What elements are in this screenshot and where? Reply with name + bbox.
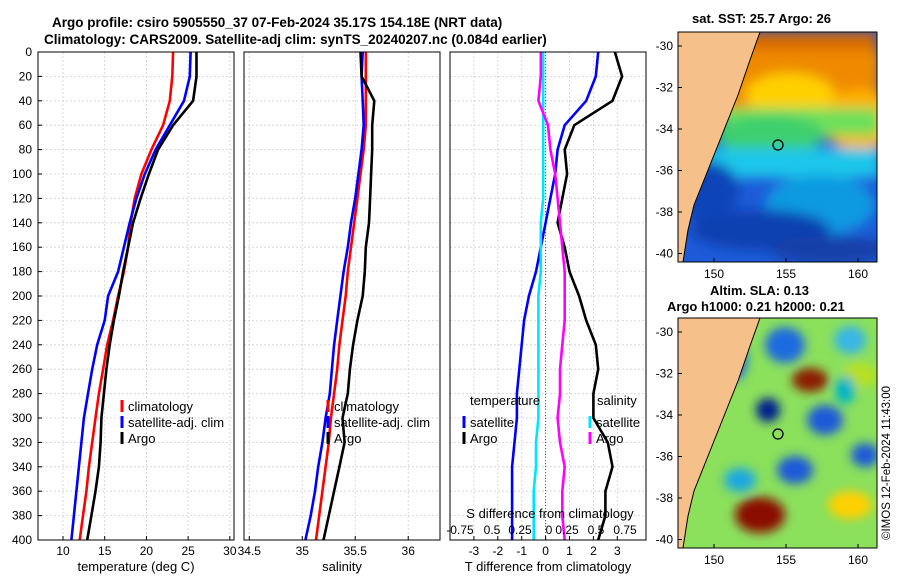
series-line — [314, 52, 368, 540]
legend-title-temperature: temperature — [470, 393, 540, 408]
x-tick-label: 15 — [98, 544, 112, 558]
x-tick-label: 34.5 — [238, 544, 262, 558]
x-tick-label: -1 — [516, 544, 527, 558]
chart-title-line1: Argo profile: csiro 5905550_37 07-Feb-20… — [52, 15, 503, 30]
legend-label: satellite-adj. clim — [128, 415, 224, 430]
y-tick-label: 280 — [12, 387, 32, 401]
series-line — [556, 52, 624, 540]
y-tick-label: 220 — [12, 313, 32, 327]
imos-watermark: ©IMOS 12-Feb-2024 11:43:00 — [881, 385, 893, 540]
axes-frame — [449, 51, 647, 541]
secondary-axis-label: S difference from climatology — [466, 506, 634, 521]
x-tick-label: 30 — [223, 544, 237, 558]
legend-label: climatology — [334, 399, 400, 414]
sst-map-title: sat. SST: 25.7 Argo: 26 — [692, 11, 831, 26]
legend-label: satellite-adj. clim — [334, 415, 430, 430]
sla-map-title1: Altim. SLA: 0.13 — [710, 283, 809, 298]
y-tick-label: 240 — [12, 338, 32, 352]
secondary-tick-label: -0.75 — [446, 523, 474, 537]
chart-title-line2: Climatology: CARS2009. Satellite-adj cli… — [44, 32, 547, 47]
legend-title-salinity: salinity — [597, 393, 637, 408]
y-tick-label: 260 — [12, 362, 32, 376]
series-line — [322, 52, 376, 540]
y-tick-label: 180 — [12, 265, 32, 279]
series-line — [537, 52, 567, 540]
secondary-tick-label: 0.5 — [484, 523, 501, 537]
y-tick-label: 100 — [12, 167, 32, 181]
x-tick-label: -2 — [492, 544, 503, 558]
secondary-tick-label: 0 — [546, 523, 553, 537]
y-tick-label: 60 — [19, 118, 33, 132]
y-tick-label: 140 — [12, 216, 32, 230]
x-tick-label: 36 — [402, 544, 416, 558]
x-tick-label: 2 — [590, 544, 597, 558]
temperature-panel: 10 15 20 25 30 temperature (deg C) 0 20 40 60 80 10… — [12, 45, 237, 574]
salinity-panel: 34.5 35 35.5 36 salinity climatologysatellite… — [238, 51, 441, 574]
difference-panel: -3 -2 -1 0 1 2 3T difference from climatologyt… — [446, 51, 647, 574]
legend-label: Argo — [128, 431, 155, 446]
sla-map-title2: Argo h1000: 0.21 h2000: 0.21 — [667, 299, 845, 314]
x-axis-label: T difference from climatology — [465, 559, 632, 574]
x-tick-label: 0 — [542, 544, 549, 558]
legend-label: satellite — [596, 415, 640, 430]
series-line — [70, 52, 192, 540]
y-tick-label: 320 — [12, 435, 32, 449]
secondary-tick-label: 0.75 — [613, 523, 637, 537]
y-tick-label: 380 — [12, 509, 32, 523]
y-tick-label: 400 — [12, 533, 32, 547]
y-tick-label: 160 — [12, 240, 32, 254]
legend-label: Argo — [334, 431, 361, 446]
y-tick-label: 340 — [12, 460, 32, 474]
legend-label: Argo — [470, 431, 497, 446]
x-axis-label: temperature (deg C) — [77, 559, 194, 574]
y-tick-label: 200 — [12, 289, 32, 303]
x-tick-label: 35 — [296, 544, 310, 558]
legend-label: climatology — [128, 399, 194, 414]
x-tick-label: 35.5 — [344, 544, 368, 558]
x-tick-label: 3 — [614, 544, 621, 558]
series-line — [532, 52, 545, 540]
y-tick-label: 40 — [19, 94, 33, 108]
y-tick-label: 20 — [19, 69, 33, 83]
y-tick-label: 120 — [12, 191, 32, 205]
x-tick-label: 25 — [181, 544, 195, 558]
y-tick-label: 80 — [19, 143, 33, 157]
x-tick-label: 1 — [566, 544, 573, 558]
secondary-tick-label: 0.5 — [588, 523, 605, 537]
y-tick-label: 0 — [25, 45, 32, 59]
legend-label: Argo — [596, 431, 623, 446]
y-tick-label: 300 — [12, 411, 32, 425]
secondary-tick-label: 0.25 — [555, 523, 579, 537]
y-tick-label: 360 — [12, 484, 32, 498]
x-tick-label: -3 — [469, 544, 480, 558]
secondary-tick-label: 0.25 — [508, 523, 532, 537]
series-line — [304, 52, 366, 540]
x-tick-label: 20 — [140, 544, 154, 558]
axes-frame — [243, 51, 441, 541]
x-axis-label: salinity — [322, 559, 362, 574]
series-line — [510, 52, 600, 540]
x-tick-label: 10 — [56, 544, 70, 558]
series-line — [85, 52, 198, 540]
legend-label: satellite — [470, 415, 514, 430]
